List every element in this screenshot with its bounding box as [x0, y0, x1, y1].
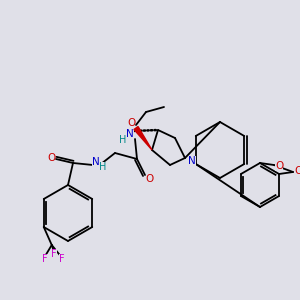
Text: H: H	[119, 135, 127, 145]
Text: O: O	[146, 174, 154, 184]
Text: O: O	[294, 166, 300, 176]
Polygon shape	[134, 127, 152, 150]
Text: F: F	[59, 254, 64, 264]
Text: F: F	[51, 249, 57, 259]
Text: O: O	[275, 161, 283, 171]
Text: O: O	[47, 153, 55, 163]
Text: H: H	[99, 162, 107, 172]
Text: N: N	[188, 156, 196, 166]
Text: O: O	[127, 118, 135, 128]
Text: N: N	[126, 129, 134, 139]
Text: N: N	[92, 157, 100, 167]
Text: F: F	[42, 254, 48, 264]
